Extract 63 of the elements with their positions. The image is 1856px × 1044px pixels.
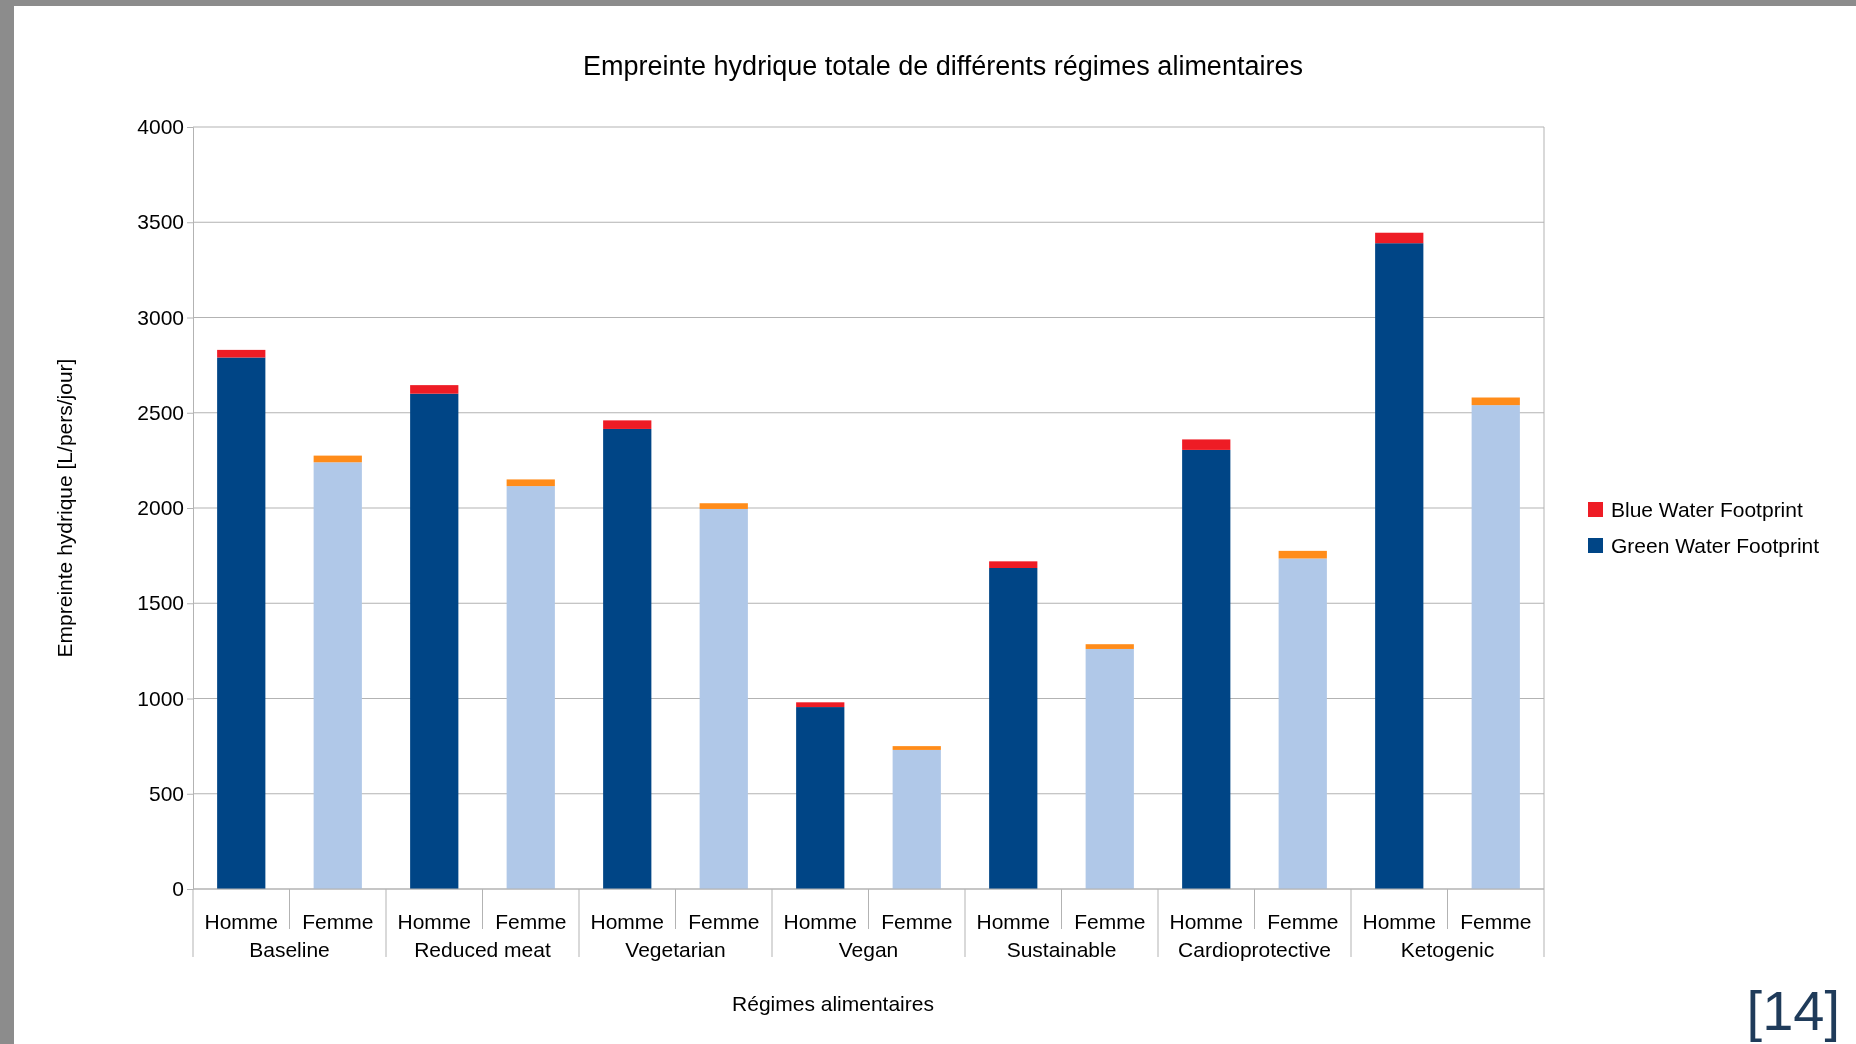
- bar: [1182, 439, 1231, 450]
- y-tick-label: 3500: [137, 210, 184, 234]
- bar: [217, 357, 266, 889]
- bar: [313, 462, 362, 889]
- bar: [410, 385, 459, 394]
- y-tick-label: 4000: [137, 115, 184, 139]
- bar: [410, 393, 459, 889]
- legend-label: Blue Water Footprint: [1611, 498, 1803, 521]
- bar: [989, 568, 1038, 889]
- bar: [1085, 648, 1134, 889]
- text: Reduced meat: [414, 938, 551, 961]
- x-tick-label: Femme: [302, 910, 374, 933]
- y-tick-label: 0: [172, 877, 184, 901]
- bar: [892, 746, 941, 750]
- y-tick-label: 2500: [137, 400, 184, 424]
- x-tick-label: Femme: [881, 910, 953, 933]
- bar: [796, 707, 845, 889]
- text: Cardioprotective: [1178, 938, 1331, 961]
- y-tick-label: 1000: [137, 686, 184, 710]
- bar: [892, 749, 941, 889]
- bar: [1375, 232, 1424, 244]
- bar: [1278, 558, 1327, 889]
- x-tick-label: Femme: [1460, 910, 1532, 933]
- y-tick-label: 2000: [137, 496, 184, 520]
- x-tick-label: Homme: [204, 910, 279, 933]
- bar: [1182, 449, 1231, 889]
- x-tick-label: Homme: [976, 910, 1051, 933]
- x-axis-title: Régimes alimentaires: [732, 992, 934, 1015]
- bar: [603, 420, 652, 429]
- bar: [796, 702, 845, 708]
- text: Sustainable: [1006, 938, 1117, 961]
- x-tick-label: Homme: [590, 910, 665, 933]
- x-tick-label: Femme: [688, 910, 760, 933]
- bar: [506, 479, 555, 487]
- text: Vegetarian: [625, 938, 726, 961]
- bar: [1085, 644, 1134, 649]
- bar: [217, 349, 266, 358]
- bar: [989, 561, 1038, 569]
- legend-label: Green Water Footprint: [1611, 534, 1820, 557]
- y-tick-label: 3000: [137, 305, 184, 329]
- bar: [1471, 405, 1520, 889]
- x-tick-label: Femme: [495, 910, 567, 933]
- x-tick-label: Femme: [1267, 910, 1339, 933]
- y-tick-label: 500: [148, 781, 184, 805]
- bar: [603, 428, 652, 889]
- x-tick-label: Homme: [783, 910, 858, 933]
- x-tick-label: Homme: [397, 910, 472, 933]
- bar: [699, 508, 748, 889]
- x-tick-label: Femme: [1074, 910, 1146, 933]
- text: [14]: [1746, 979, 1840, 1042]
- text: Baseline: [249, 938, 330, 961]
- chart-title: Empreinte hydrique totale de différents régimes alimentaires: [583, 51, 1303, 81]
- bar: [1278, 550, 1327, 559]
- bar: [699, 503, 748, 509]
- x-tick-label: Homme: [1169, 910, 1244, 933]
- bar: [506, 486, 555, 889]
- bar: [1471, 397, 1520, 406]
- text: Vegan: [838, 938, 899, 961]
- text: Ketogenic: [1400, 938, 1495, 961]
- y-axis-title: Empreinte hydrique [L/pers/jour]: [53, 358, 76, 658]
- x-tick-label: Homme: [1362, 910, 1437, 933]
- bar: [1375, 243, 1424, 889]
- y-tick-label: 1500: [137, 591, 184, 615]
